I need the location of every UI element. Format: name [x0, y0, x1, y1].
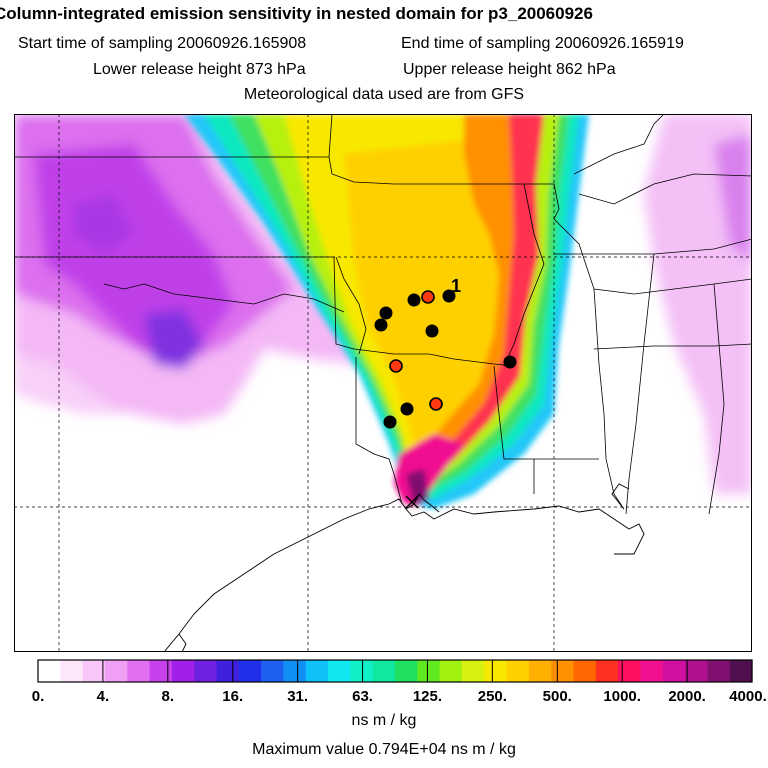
- colorbar-swatch: [305, 660, 329, 682]
- colorbar-tick-label: 31.: [287, 688, 308, 705]
- colorbar-tick-label: 8.: [162, 688, 175, 705]
- start-time-label: Start time of sampling 20060926.165908: [18, 35, 307, 52]
- colorbar-swatch: [104, 660, 128, 682]
- colorbar-swatch: [60, 660, 84, 682]
- colorbar-tick-label: 4.: [97, 688, 110, 705]
- release-point-cross: [405, 495, 419, 509]
- colorbar-tick-label: 500.: [543, 688, 572, 705]
- colorbar-swatch: [506, 660, 530, 682]
- colorbar-swatch: [640, 660, 664, 682]
- colorbar-swatch: [171, 660, 195, 682]
- colorbar-swatch: [461, 660, 485, 682]
- colorbar-unit: ns m / kg: [351, 712, 417, 729]
- receptor-marker: [400, 402, 414, 416]
- upper-release-label: Upper release height 862 hPa: [403, 61, 616, 78]
- colorbar-ticks: [37, 660, 753, 682]
- receptor-marker-highlight: [429, 397, 443, 411]
- colorbar-labels: 0. 4. 8. 16. 31. 63. 125. 250. 500. 1000. 2000. 400…: [32, 688, 767, 705]
- colorbar-tick-label: 4000.: [729, 688, 767, 705]
- political-boundaries: [14, 114, 752, 515]
- colorbar-swatch: [261, 660, 285, 682]
- colorbar-swatch: [283, 660, 307, 682]
- colorbar-swatch: [38, 660, 61, 682]
- colorbar-tick-label: 0.: [32, 688, 45, 705]
- colorbar-swatch: [238, 660, 262, 682]
- colorbar-swatch: [484, 660, 508, 682]
- colorbar-swatch: [372, 660, 396, 682]
- colorbar-tick-label: 63.: [352, 688, 373, 705]
- colorbar-swatch: [328, 660, 351, 682]
- colorbar-swatch: [573, 660, 597, 682]
- colorbar-tick-label: 125.: [413, 688, 442, 705]
- colorbar-swatch: [439, 660, 463, 682]
- lower-release-label: Lower release height 873 hPa: [93, 61, 306, 78]
- colorbar: 0. 4. 8. 16. 31. 63. 125. 250. 500. 1000. 2000. 400…: [32, 659, 767, 705]
- met-data-label: Meteorological data used are from GFS: [243, 86, 525, 103]
- colorbar-swatch: [528, 660, 552, 682]
- map-frame: [14, 114, 752, 652]
- end-time-label: End time of sampling 20060926.165919: [401, 35, 684, 52]
- release-marker-label: 1: [451, 276, 461, 296]
- colorbar-swatch: [216, 660, 240, 682]
- colorbar-tick-label: 16.: [222, 688, 243, 705]
- coastline: [163, 483, 645, 652]
- receptor-markers: 1: [374, 276, 517, 509]
- colorbar-swatch: [417, 660, 441, 682]
- colorbar-swatch: [82, 660, 106, 682]
- colorbar-swatch: [595, 660, 619, 682]
- maximum-value-label: Maximum value 0.794E+04 ns m / kg: [252, 741, 516, 758]
- colorbar-tick-label: 1000.: [603, 688, 641, 705]
- lat-lon-grid: [14, 114, 752, 652]
- receptor-marker: [407, 293, 421, 307]
- colorbar-swatch: [194, 660, 218, 682]
- receptor-marker-highlight: [421, 290, 435, 304]
- emission-sensitivity-map: 1: [14, 114, 752, 652]
- colorbar-swatch: [149, 660, 173, 682]
- receptor-marker: [374, 318, 388, 332]
- colorbar-swatch: [618, 660, 642, 682]
- colorbar-swatch: [685, 660, 708, 682]
- colorbar-swatch: [350, 660, 374, 682]
- colorbar-swatch: [551, 660, 575, 682]
- plot-title: Column-integrated emission sensitivity i…: [0, 4, 593, 23]
- colorbar-swatch: [729, 660, 753, 682]
- colorbar-swatch: [707, 660, 731, 682]
- colorbar-swatch: [395, 660, 418, 682]
- sensitivity-plume: [184, 114, 589, 509]
- colorbar-swatches: [38, 660, 753, 682]
- receptor-marker: [503, 355, 517, 369]
- colorbar-swatch: [662, 660, 686, 682]
- sensitivity-field-west: [14, 114, 752, 494]
- receptor-marker-highlight: [389, 359, 403, 373]
- colorbar-tick-label: 2000.: [668, 688, 706, 705]
- receptor-marker: [425, 324, 439, 338]
- receptor-marker: [379, 306, 393, 320]
- receptor-marker: [383, 415, 397, 429]
- colorbar-tick-label: 250.: [478, 688, 507, 705]
- receptor-marker: [442, 289, 456, 303]
- colorbar-swatch: [127, 660, 151, 682]
